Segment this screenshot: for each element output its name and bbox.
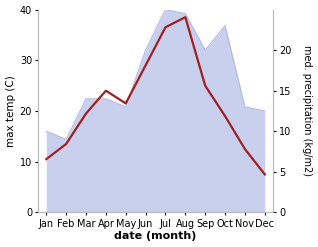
Y-axis label: med. precipitation (kg/m2): med. precipitation (kg/m2) bbox=[302, 45, 313, 177]
Y-axis label: max temp (C): max temp (C) bbox=[5, 75, 16, 147]
X-axis label: date (month): date (month) bbox=[114, 231, 197, 242]
